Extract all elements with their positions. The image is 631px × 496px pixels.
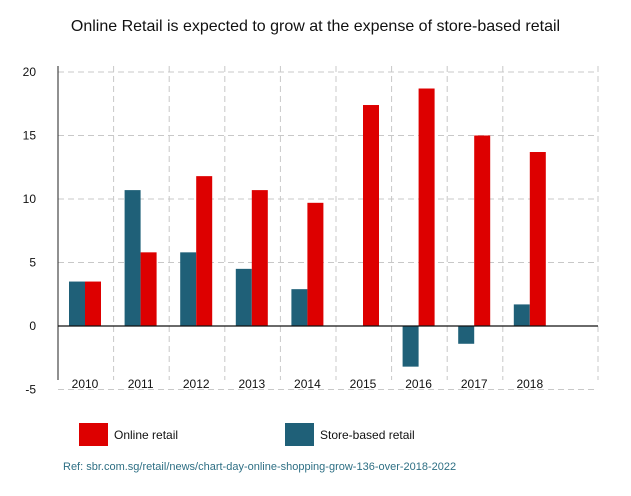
bar-online-retail	[418, 88, 435, 326]
chart-title: Online Retail is expected to grow at the…	[70, 18, 561, 35]
legend-swatch-store	[285, 423, 314, 446]
legend-swatch-online	[79, 423, 108, 446]
y-tick-label: 5	[29, 256, 36, 270]
bar-online-retail	[251, 190, 268, 326]
bar-online-retail	[140, 252, 157, 326]
x-tick-label: 2010	[72, 377, 99, 391]
x-tick-label: 2014	[294, 377, 321, 391]
bar-store-retail	[180, 252, 197, 326]
bar-online-retail	[474, 135, 491, 326]
bar-store-retail	[291, 289, 308, 326]
bar-store-retail	[124, 190, 141, 326]
bar-store-retail	[513, 304, 530, 326]
x-tick-label: 2013	[238, 377, 265, 391]
y-tick-label: 0	[29, 319, 36, 333]
legend-store-retail: Store-based retail	[285, 423, 415, 446]
y-tick-label: 10	[23, 192, 37, 206]
bar-online-retail	[363, 105, 379, 327]
x-tick-label: 2012	[183, 377, 210, 391]
bar-store-retail	[235, 268, 252, 326]
x-tick-label: 2018	[516, 377, 543, 391]
x-tick-label: 2017	[461, 377, 488, 391]
bar-online-retail	[529, 152, 546, 326]
reference-note: Ref: sbr.com.sg/retail/news/chart-day-on…	[63, 461, 457, 473]
x-tick-label: 2016	[405, 377, 432, 391]
legend-online-retail: Online retail	[79, 423, 178, 446]
x-tick-label: 2015	[350, 377, 377, 391]
y-tick-label: -5	[25, 383, 36, 397]
legend-label-store: Store-based retail	[320, 427, 415, 442]
bar-store-retail	[458, 326, 475, 344]
bar-online-retail	[85, 281, 101, 326]
legend-label-online: Online retail	[114, 427, 179, 442]
bar-store-retail	[69, 281, 85, 326]
bar-online-retail	[307, 202, 324, 326]
bar-store-retail	[402, 326, 419, 367]
y-tick-label: 20	[23, 65, 37, 79]
bar-online-retail	[196, 176, 213, 326]
y-tick-label: 15	[23, 129, 37, 143]
x-tick-label: 2011	[128, 377, 154, 391]
